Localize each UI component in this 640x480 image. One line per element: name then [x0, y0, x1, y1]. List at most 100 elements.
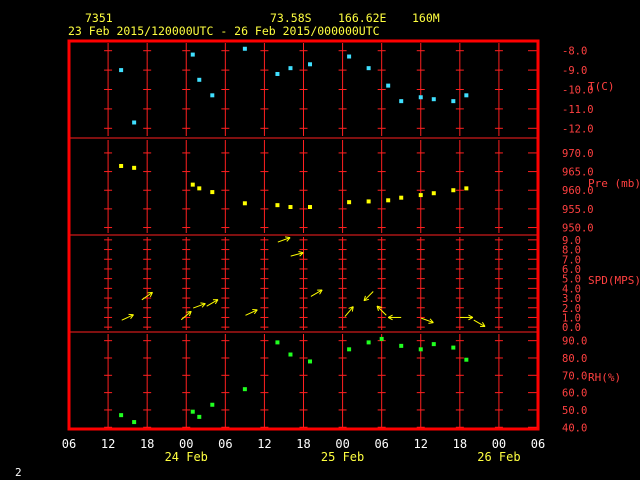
- wind-arrow: [387, 314, 402, 321]
- wind-arrow: [206, 299, 219, 307]
- temperature-point: [190, 52, 195, 57]
- wind-arrow-shaft: [363, 291, 374, 302]
- wind-arrow: [310, 289, 323, 297]
- page-number: 2: [15, 466, 22, 479]
- temperature-point: [119, 68, 124, 73]
- wind-arrow-shaft: [290, 252, 304, 257]
- y-tick-label: 0.0: [562, 322, 581, 334]
- y-tick-label: -8.0: [562, 46, 587, 58]
- pressure-point: [275, 203, 280, 208]
- header: 7351 73.58S 166.62E 160M 23 Feb 2015/120…: [68, 11, 440, 38]
- temperature-point: [366, 66, 371, 71]
- temperature-point: [386, 83, 391, 88]
- y-tick-label: 955.0: [562, 204, 594, 216]
- x-tick-label: 00: [492, 437, 506, 451]
- wind-arrow-head: [468, 314, 474, 318]
- wind-arrow-head: [147, 291, 153, 294]
- panel-label-relative_humidity: RH(%): [588, 371, 621, 384]
- relative_humidity-point: [308, 359, 313, 364]
- relative_humidity-point: [288, 352, 293, 357]
- x-date-label: 26 Feb: [477, 450, 520, 464]
- pressure-point: [418, 193, 423, 198]
- relative_humidity-point: [190, 409, 195, 414]
- y-tick-label: 2.0: [562, 303, 581, 315]
- wind-arrow-head: [363, 295, 366, 301]
- wind-arrow-head: [186, 310, 192, 313]
- relative_humidity-point: [347, 347, 352, 352]
- temperature-point: [347, 54, 352, 59]
- wind-arrow-head: [319, 289, 323, 295]
- wind-arrow-head: [387, 317, 393, 321]
- wind-arrow-shaft: [141, 291, 153, 301]
- wind-arrow-shaft: [420, 317, 434, 324]
- relative_humidity-point: [379, 336, 384, 341]
- pressure-point: [242, 201, 247, 206]
- wind-arrow-head: [286, 237, 291, 242]
- temperature-point: [431, 97, 436, 102]
- y-tick-label: -11.0: [562, 104, 594, 116]
- wind-arrow-head: [253, 309, 258, 315]
- x-tick-label: 12: [101, 437, 115, 451]
- relative_humidity-point: [119, 413, 124, 418]
- relative_humidity-point: [431, 342, 436, 347]
- relative_humidity-point: [366, 340, 371, 345]
- x-tick-label: 18: [453, 437, 467, 451]
- wind-arrow: [121, 313, 134, 321]
- x-tick-label: 12: [414, 437, 428, 451]
- y-tick-label: 60.0: [562, 388, 587, 400]
- temperature-point: [288, 66, 293, 71]
- y-tick-label: 1.0: [562, 312, 581, 324]
- wind-arrow-head: [298, 251, 304, 254]
- y-tick-label: 6.0: [562, 264, 581, 276]
- y-tick-label: 960.0: [562, 185, 594, 197]
- x-tick-label: 18: [140, 437, 154, 451]
- pressure-point: [386, 198, 391, 203]
- y-tick-label: 90.0: [562, 336, 587, 348]
- wind-arrow-head: [214, 299, 219, 305]
- wind-arrow-head: [376, 305, 383, 308]
- wind-arrow-shaft: [206, 299, 219, 307]
- temperature-point: [308, 62, 313, 67]
- y-tick-label: -9.0: [562, 65, 587, 77]
- station-elevation: 160M: [412, 11, 440, 25]
- relative_humidity-point: [275, 340, 280, 345]
- y-tick-label: 5.0: [562, 274, 581, 286]
- temperature-point: [418, 95, 423, 100]
- x-tick-label: 06: [374, 437, 388, 451]
- wind-arrow-head: [468, 317, 474, 321]
- y-tick-label: 970.0: [562, 148, 594, 160]
- station-id: 7351: [85, 11, 113, 25]
- y-tick-label: 80.0: [562, 353, 587, 365]
- pressure-point: [399, 195, 404, 200]
- wind-arrow-head: [376, 305, 379, 312]
- grid-layer: [69, 43, 538, 428]
- wind-arrow: [473, 319, 486, 328]
- wind-arrow: [277, 236, 291, 243]
- x-tick-label: 06: [531, 437, 545, 451]
- pressure-point: [431, 191, 436, 196]
- wind-arrow-head: [285, 236, 291, 239]
- relative_humidity-point: [464, 357, 469, 362]
- y-tick-label: 8.0: [562, 245, 581, 257]
- temperature-point: [210, 93, 215, 98]
- y-tick-label: 4.0: [562, 283, 581, 295]
- wind-arrow-head: [351, 306, 354, 312]
- wind-arrow: [344, 306, 354, 317]
- pressure-point: [464, 186, 469, 191]
- x-tick-label: 18: [296, 437, 310, 451]
- relative_humidity-point: [210, 402, 215, 407]
- pressure-point: [308, 205, 313, 210]
- pressure-point: [347, 200, 352, 205]
- pressure-point: [288, 205, 293, 210]
- wind-arrow: [245, 309, 258, 316]
- wind-arrow-head: [188, 311, 192, 317]
- wind-arrow-shaft: [192, 303, 206, 309]
- relative_humidity-point: [399, 343, 404, 348]
- y-tick-label: 70.0: [562, 370, 587, 382]
- y-tick-label: 965.0: [562, 167, 594, 179]
- pressure-point: [119, 163, 124, 168]
- x-tick-label: 00: [179, 437, 193, 451]
- wind-arrow-head: [387, 314, 393, 318]
- y-tick-label: -10.0: [562, 85, 594, 97]
- temperature-point: [464, 93, 469, 98]
